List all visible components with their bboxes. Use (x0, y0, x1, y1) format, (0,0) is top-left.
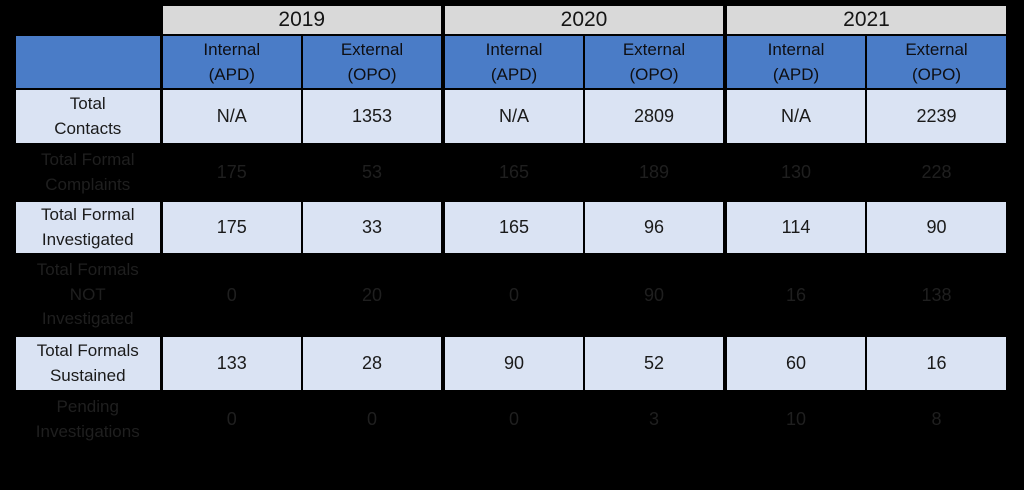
value-cell: 133 (159, 335, 303, 392)
subheader-internal-apd-2021: Internal (APD) (723, 34, 867, 90)
value-cell: 228 (865, 143, 1008, 202)
value-cell: N/A (441, 88, 585, 145)
subheader-external-opo-2019: External (OPO) (301, 34, 444, 90)
value-cell: 8 (865, 390, 1008, 449)
value-cell: 52 (583, 335, 726, 392)
value-cell: 20 (301, 253, 444, 337)
value-cell: 90 (583, 253, 726, 337)
row-total-contacts: Total Contacts N/A 1353 N/A 2809 N/A 223… (14, 88, 1008, 145)
row-label-cell: Total Formals NOT Investigated (14, 253, 162, 337)
value-cell: 0 (159, 253, 303, 337)
value-cell: 0 (159, 390, 303, 449)
value-cell: 0 (441, 390, 585, 449)
row-label-cell: Total Formal Complaints (14, 143, 162, 202)
year-header-row: 2019 2020 2021 (15, 4, 1008, 36)
value-cell: N/A (159, 88, 303, 145)
value-cell: 2809 (583, 88, 726, 145)
row-total-formal-complaints: Total Formal Complaints 175 53 165 189 1… (14, 143, 1008, 202)
value-cell: 189 (583, 143, 726, 202)
subheader-external-opo-2020: External (OPO) (583, 34, 726, 90)
value-cell: 28 (301, 335, 444, 392)
value-cell: 16 (865, 335, 1008, 392)
row-total-formals-not-investigated: Total Formals NOT Investigated 0 20 0 90… (14, 253, 1008, 337)
subheader-internal-apd-2020: Internal (APD) (441, 34, 585, 90)
row-total-formal-investigated: Total Formal Investigated 175 33 165 96 … (14, 200, 1008, 255)
value-cell: 53 (301, 143, 444, 202)
value-cell: 1353 (301, 88, 444, 145)
value-cell: 175 (159, 143, 303, 202)
year-cell-2019: 2019 (159, 4, 444, 36)
row-total-formals-sustained: Total Formals Sustained 133 28 90 52 60 … (14, 335, 1008, 392)
value-cell: 10 (723, 390, 867, 449)
value-cell: 0 (301, 390, 444, 449)
complaints-summary-table: 2019 2020 2021 Internal (APD) External (… (14, 4, 1008, 449)
value-cell: 165 (441, 200, 585, 255)
value-cell: 2239 (865, 88, 1008, 145)
value-cell: 3 (583, 390, 726, 449)
value-cell: N/A (723, 88, 867, 145)
value-cell: 114 (723, 200, 867, 255)
value-cell: 96 (583, 200, 726, 255)
subheader-empty-cell (14, 34, 162, 90)
value-cell: 138 (865, 253, 1008, 337)
value-cell: 165 (441, 143, 585, 202)
value-cell: 175 (159, 200, 303, 255)
value-cell: 60 (723, 335, 867, 392)
subheader-row: Internal (APD) External (OPO) Internal (… (14, 34, 1008, 90)
subheader-external-opo-2021: External (OPO) (865, 34, 1008, 90)
subheader-internal-apd-2019: Internal (APD) (159, 34, 303, 90)
corner-empty-cell (15, 5, 161, 35)
row-label-cell: Total Formal Investigated (14, 200, 162, 255)
row-label-cell: Pending Investigations (14, 390, 162, 449)
value-cell: 90 (441, 335, 585, 392)
year-cell-2021: 2021 (723, 4, 1008, 36)
year-cell-2020: 2020 (441, 4, 726, 36)
value-cell: 16 (723, 253, 867, 337)
value-cell: 90 (865, 200, 1008, 255)
value-cell: 0 (441, 253, 585, 337)
row-label-cell: Total Contacts (14, 88, 162, 145)
value-cell: 33 (301, 200, 444, 255)
row-label-cell: Total Formals Sustained (14, 335, 162, 392)
row-pending-investigations: Pending Investigations 0 0 0 3 10 8 (14, 390, 1008, 449)
value-cell: 130 (723, 143, 867, 202)
